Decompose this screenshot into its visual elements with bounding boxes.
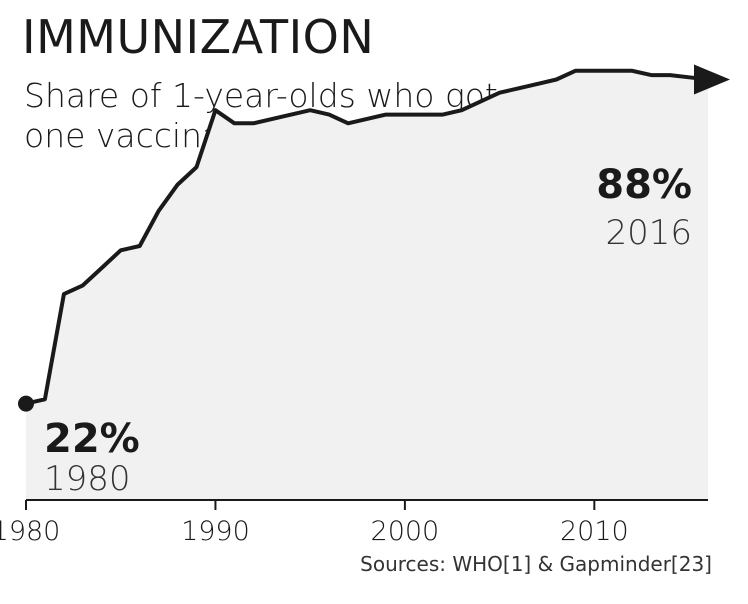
start-value-label: 22%: [44, 416, 140, 462]
x-tick-label-2010: 2010: [560, 516, 629, 547]
series-line: [25, 68, 709, 406]
x-tick-label-2000: 2000: [371, 516, 440, 547]
chart-title: IMMUNIZATION: [22, 10, 375, 64]
source-note: Sources: WHO[1] & Gapminder[23]: [360, 552, 712, 576]
x-tick-label-1980: 1980: [0, 516, 60, 547]
end-value-label: 88%: [596, 162, 692, 208]
annotations-layer: 22%1980 88% 2016: [44, 162, 692, 499]
start-year-label: 1980: [44, 459, 131, 499]
end-arrow: [694, 64, 730, 95]
plot-layer: [18, 64, 730, 501]
area-fill: [26, 70, 708, 501]
x-axis: 1980 1990 2000 2010: [0, 499, 708, 547]
start-point: [18, 395, 34, 412]
end-year-label: 2016: [605, 213, 692, 253]
x-tick-label-1990: 1990: [181, 516, 250, 547]
